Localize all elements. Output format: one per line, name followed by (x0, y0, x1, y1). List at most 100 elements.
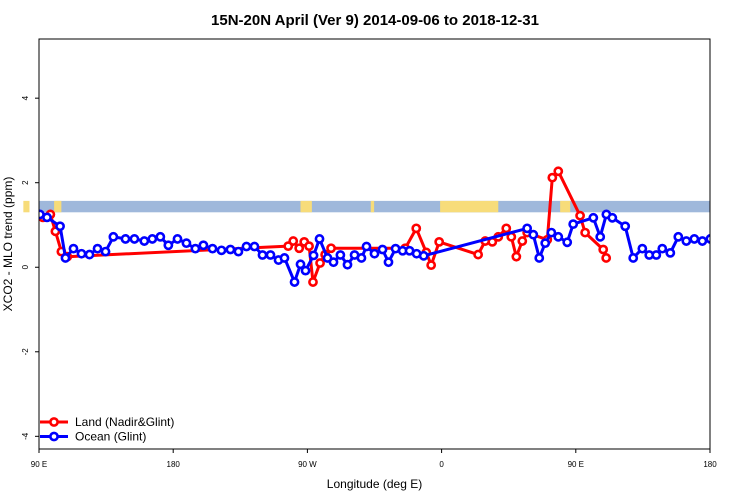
data-point (257, 250, 268, 260)
data-point (294, 243, 305, 254)
data-point (207, 243, 218, 254)
data-point (534, 253, 545, 263)
data-point (575, 210, 585, 221)
y-tick-label: -2 (21, 348, 30, 356)
data-point (139, 236, 150, 246)
data-point (335, 250, 346, 260)
data-point (181, 238, 192, 249)
land-ocean-band (23, 200, 710, 213)
data-point (300, 265, 311, 276)
data-point (553, 166, 564, 177)
data-point (100, 246, 111, 257)
data-point (190, 243, 201, 254)
data-point (172, 234, 183, 244)
data-point (607, 212, 618, 223)
y-tick-label: 0 (21, 264, 30, 269)
data-point (528, 229, 539, 240)
data-point (568, 219, 579, 230)
data-point (715, 233, 722, 240)
data-point (628, 253, 639, 263)
legend-swatch-marker (49, 417, 59, 427)
data-point (241, 241, 252, 252)
data-point (147, 234, 158, 244)
series-ocean (39, 209, 738, 287)
data-point (225, 244, 236, 255)
data-point (304, 241, 314, 252)
data-point (308, 277, 318, 287)
legend-item: Land (Nadir&Glint) (40, 415, 174, 429)
data-point (522, 223, 533, 234)
land-band-segment (54, 200, 62, 213)
data-point (562, 237, 573, 248)
x-tick-label: 90 W (298, 460, 317, 469)
data-point (120, 234, 131, 244)
y-tick-label: -4 (21, 432, 30, 440)
data-point (377, 244, 388, 255)
data-point (216, 245, 227, 256)
data-point (328, 257, 339, 268)
data-point (657, 243, 668, 254)
x-axis-title: Longitude (deg E) (327, 477, 422, 491)
data-point (315, 258, 325, 268)
data-point (76, 248, 87, 259)
data-point (279, 253, 290, 263)
data-point (308, 250, 319, 261)
x-tick-label: 180 (167, 460, 181, 469)
data-point (595, 231, 606, 242)
data-point (198, 240, 209, 251)
data-point (129, 234, 140, 244)
data-point (434, 236, 445, 247)
data-point (155, 231, 166, 242)
x-tick-label: 90 E (568, 460, 584, 469)
data-point (383, 257, 394, 268)
data-point (314, 234, 325, 244)
data-point (546, 227, 557, 238)
data-point (517, 236, 528, 246)
data-point (580, 227, 591, 238)
x-axis: 90 E 180 90 W 0 90 E 180 (31, 449, 717, 469)
data-point (60, 253, 71, 263)
data-point (620, 221, 631, 232)
data-point (601, 253, 612, 263)
data-point (651, 250, 662, 260)
data-point (411, 223, 422, 234)
land-band-segment (560, 200, 571, 213)
data-point (547, 172, 558, 183)
y-axis-title: XCO2 - MLO trend (ppm) (1, 177, 15, 312)
data-point (418, 250, 429, 261)
data-point (163, 240, 174, 251)
data-point (55, 221, 65, 232)
y-tick-label: 2 (21, 180, 30, 185)
chart-title: 15N-20N April (Ver 9) 2014-09-06 to 2018… (211, 12, 539, 29)
land-band-segment (300, 200, 312, 213)
data-point (84, 249, 95, 260)
plot-frame (38, 38, 711, 450)
y-axis: -4 -2 0 2 4 (21, 95, 39, 440)
series-layer (39, 166, 738, 287)
data-point (731, 235, 738, 242)
data-point (265, 250, 276, 260)
data-point (501, 223, 512, 234)
data-point (681, 236, 692, 246)
data-point (689, 234, 700, 244)
series-land (39, 166, 612, 287)
data-point (637, 243, 648, 254)
legend-label: Ocean (Glint) (75, 430, 146, 444)
data-point (369, 248, 380, 259)
data-point (249, 241, 260, 252)
data-point (705, 234, 710, 244)
x-tick-label: 180 (703, 460, 717, 469)
data-point (588, 212, 599, 223)
series-line (42, 169, 608, 284)
data-point (288, 236, 299, 246)
y-tick-label: 4 (21, 95, 30, 100)
land-band-segment (440, 200, 499, 213)
data-point (342, 259, 353, 270)
x-tick-label: 0 (439, 460, 444, 469)
data-point (92, 243, 103, 254)
data-point (295, 259, 306, 270)
legend-item: Ocean (Glint) (40, 430, 146, 444)
data-point (361, 241, 372, 252)
x-tick-label: 90 E (31, 460, 47, 469)
